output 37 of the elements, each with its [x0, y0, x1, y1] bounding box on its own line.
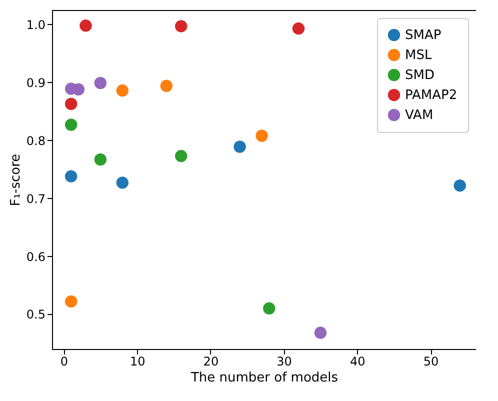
- point: [116, 176, 129, 189]
- x-tick-label: 0: [60, 354, 68, 368]
- point: [263, 302, 276, 315]
- point: [64, 98, 78, 110]
- point: [116, 84, 129, 97]
- legend-label: MSL: [405, 48, 432, 63]
- y-tick-label: 0.6: [26, 250, 46, 264]
- point: [64, 170, 78, 182]
- x-tick-label: 30: [276, 354, 292, 368]
- point: [64, 118, 78, 131]
- legend-label: SMD: [405, 68, 434, 83]
- x-tick-label: 40: [350, 354, 366, 368]
- point: [80, 20, 92, 32]
- legend-label: VAM: [405, 108, 434, 123]
- legend-label: PAMAP2: [405, 88, 458, 103]
- x-axis-title: The number of models: [190, 370, 338, 386]
- y-tick-label: 1.0: [26, 18, 46, 32]
- point: [64, 295, 78, 308]
- point: [160, 80, 173, 92]
- y-tick-label: 0.5: [26, 308, 46, 322]
- y-tick-label: 0.9: [26, 76, 46, 90]
- x-tick-label: 50: [423, 354, 439, 368]
- y-tick-label: 0.7: [26, 192, 46, 206]
- y-axis-title: F₁-score: [8, 154, 24, 206]
- point: [292, 22, 305, 35]
- point: [94, 76, 107, 90]
- point: [234, 140, 246, 153]
- point: [174, 150, 188, 162]
- point: [314, 326, 327, 339]
- x-tick-label: 10: [130, 354, 146, 368]
- legend-label: SMAP: [405, 28, 442, 43]
- point: [94, 153, 107, 166]
- point: [256, 130, 268, 142]
- point: [454, 179, 466, 192]
- point: [174, 20, 188, 32]
- x-tick-label: 20: [203, 354, 219, 368]
- y-tick-label: 0.8: [26, 134, 46, 148]
